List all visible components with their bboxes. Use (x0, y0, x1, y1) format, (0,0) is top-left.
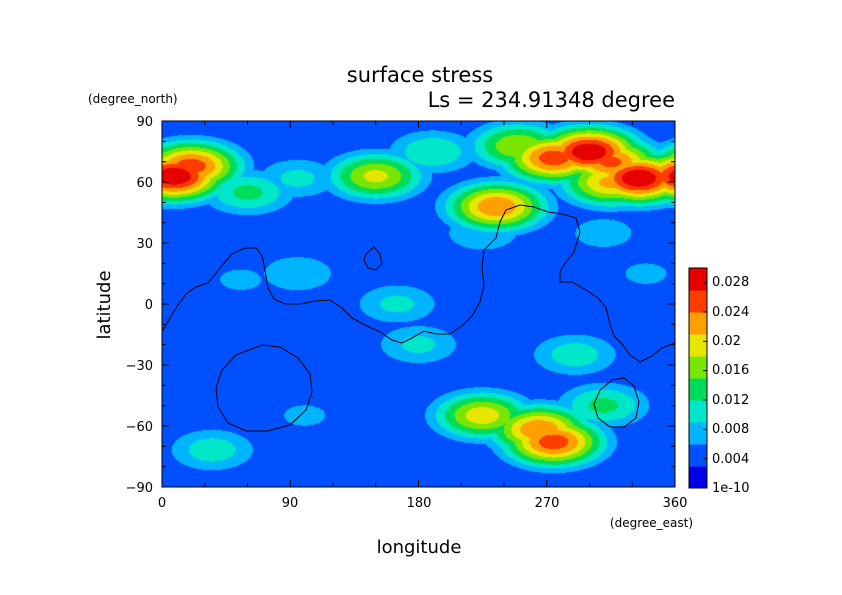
coastline-contour (215, 344, 313, 432)
colorbar-tick-label: 0.004 (712, 452, 749, 467)
y-tick-labels: 90 60 30 0 −30 −60 −90 (126, 115, 153, 496)
colorbar-tick-labels: 0.028 0.024 0.02 0.016 0.012 0.008 0.004… (712, 275, 750, 496)
x-tick-label: 0 (158, 496, 166, 511)
x-axis-label: longitude (377, 537, 462, 558)
y-tick-label: 0 (145, 298, 153, 313)
axis-ticks (161, 120, 676, 488)
x-tick-label: 90 (282, 496, 299, 511)
colorbar-band (689, 444, 707, 467)
colorbar-tick-label: 0.012 (712, 393, 749, 408)
colorbar-band (689, 422, 707, 445)
colorbar-tick-label: 0.02 (712, 334, 741, 349)
colorbar-tick-label: 1e-10 (712, 481, 750, 496)
coastline-contour (161, 204, 676, 363)
colorbar-band (689, 268, 707, 291)
colorbar-tick-label: 0.008 (712, 422, 749, 437)
colorbar-ticks (703, 282, 707, 489)
y-axis-label: latitude (94, 270, 115, 339)
x-tick-label: 180 (407, 496, 432, 511)
y-tick-label: 30 (136, 237, 153, 252)
colorbar-band (689, 312, 707, 335)
x-tick-label: 360 (663, 496, 688, 511)
colorbar (688, 267, 708, 489)
colorbar-tick-label: 0.028 (712, 275, 749, 290)
colorbar-band (689, 290, 707, 313)
y-unit-label: (degree_north) (88, 92, 178, 106)
colorbar-band (689, 356, 707, 379)
y-tick-label: −60 (126, 420, 153, 435)
colorbar-band (689, 466, 707, 489)
x-tick-label: 270 (535, 496, 560, 511)
colorbar-frame (688, 267, 708, 489)
colorbar-band (689, 378, 707, 401)
y-tick-label: −30 (126, 359, 153, 374)
coastline-contours (161, 204, 676, 432)
chart-subtitle: Ls = 234.91348 degree (428, 88, 675, 112)
x-tick-labels: 0 90 180 270 360 (158, 496, 688, 511)
colorbar-tick-label: 0.016 (712, 363, 749, 378)
y-tick-label: 90 (136, 115, 153, 130)
colorbar-band (689, 334, 707, 357)
x-unit-label: (degree_east) (610, 516, 693, 530)
y-tick-label: −90 (126, 481, 153, 496)
y-tick-label: 60 (136, 176, 153, 191)
colorbar-band (689, 400, 707, 423)
coastline-contour (363, 246, 383, 271)
heatmap-field (162, 121, 675, 487)
heatmap-area (161, 120, 676, 488)
chart-title: surface stress (347, 63, 493, 87)
colorbar-tick-label: 0.024 (712, 305, 749, 320)
colorbar-bands (689, 268, 707, 489)
coastline-contour (593, 377, 640, 428)
